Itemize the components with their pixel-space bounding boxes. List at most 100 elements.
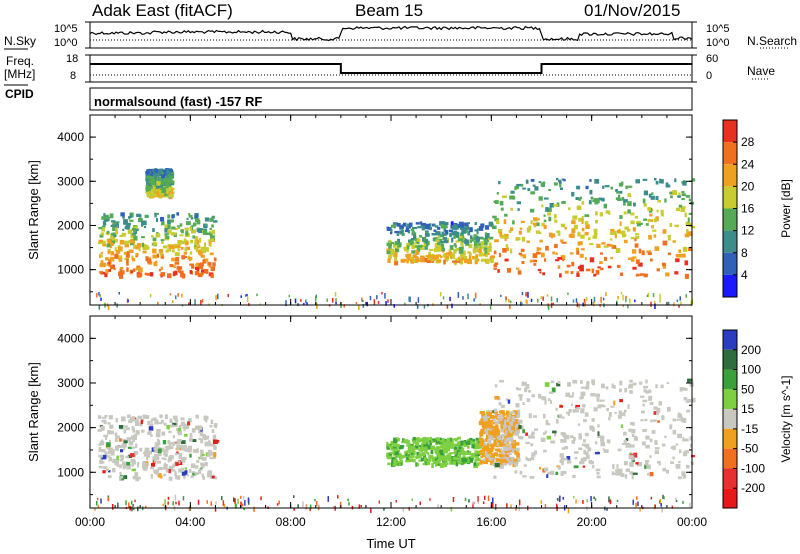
- echo-cell: [478, 248, 482, 253]
- echo-cell: [160, 239, 165, 242]
- echo-cell: [157, 453, 162, 457]
- echo-cell: [661, 262, 666, 267]
- echo-cell: [99, 460, 103, 464]
- echo-cell: [207, 453, 211, 457]
- echo-cell: [481, 431, 486, 434]
- echo-cell: [543, 449, 547, 453]
- ground-speckle: [578, 303, 580, 309]
- echo-cell: [421, 452, 426, 457]
- ground-speckle: [134, 499, 136, 503]
- echo-cell: [158, 190, 162, 194]
- echo-cell: [467, 259, 472, 265]
- echo-cell: [176, 265, 180, 270]
- echo-cell: [641, 441, 646, 446]
- echo-cell: [530, 456, 535, 461]
- echo-cell: [188, 213, 191, 216]
- ground-speckle: [609, 499, 612, 505]
- echo-cell: [101, 454, 107, 460]
- echo-cell: [516, 201, 521, 205]
- echo-cell: [180, 229, 184, 234]
- echo-cell: [100, 456, 103, 462]
- echo-cell: [126, 464, 131, 470]
- echo-cell: [115, 435, 121, 439]
- ground-speckle: [107, 497, 110, 501]
- echo-cell: [412, 231, 416, 235]
- echo-cell: [511, 459, 516, 462]
- echo-cell: [156, 460, 161, 464]
- echo-cell: [470, 441, 475, 445]
- echo-cell: [498, 462, 502, 466]
- echo-cell: [542, 432, 546, 436]
- echo-cell: [414, 257, 419, 262]
- echo-cell: [542, 468, 546, 473]
- echo-cell: [98, 465, 103, 469]
- echo-cell: [599, 212, 603, 217]
- echo-cell: [126, 461, 131, 466]
- echo-cell: [427, 254, 433, 260]
- ground-speckle: [505, 296, 507, 300]
- echo-cell: [386, 441, 389, 446]
- ground-speckle: [318, 504, 320, 509]
- echo-cell: [387, 258, 391, 263]
- echo-cell: [431, 233, 437, 236]
- echo-cell: [443, 222, 449, 226]
- echo-cell: [468, 255, 472, 260]
- echo-cell: [494, 384, 498, 388]
- echo-cell: [506, 413, 509, 418]
- echo-cell: [167, 229, 172, 234]
- echo-cell: [119, 464, 122, 469]
- echo-cell: [557, 257, 562, 260]
- echo-cell: [434, 447, 437, 451]
- echo-cell: [180, 440, 186, 444]
- echo-cell: [171, 257, 176, 262]
- echo-cell: [539, 231, 542, 234]
- echo-cell: [101, 439, 104, 444]
- ground-speckle: [314, 499, 316, 502]
- echo-cell: [415, 441, 420, 446]
- echo-cell: [683, 388, 688, 391]
- echo-cell: [481, 416, 486, 420]
- colorbar-label: Power [dB]: [779, 179, 793, 238]
- echo-cell: [597, 404, 601, 409]
- echo-cell: [150, 188, 155, 192]
- echo-cell: [158, 249, 164, 253]
- echo-cell: [625, 185, 628, 190]
- echo-cell: [177, 225, 180, 228]
- echo-cell: [530, 179, 535, 182]
- echo-cell: [444, 230, 449, 235]
- x-tick-label: 08:00: [276, 515, 306, 529]
- echo-cell: [198, 264, 204, 270]
- echo-cell: [432, 457, 435, 462]
- echo-cell: [501, 195, 507, 198]
- echo-cell: [604, 256, 607, 261]
- echo-cell: [577, 242, 580, 246]
- echo-cell: [174, 471, 177, 476]
- echo-cell: [177, 460, 181, 464]
- echo-cell: [139, 447, 143, 452]
- echo-cell: [554, 431, 557, 437]
- echo-cell: [568, 409, 572, 413]
- echo-cell: [127, 229, 133, 234]
- echo-cell: [653, 406, 658, 410]
- echo-cell: [473, 248, 478, 252]
- echo-cell: [394, 260, 399, 266]
- echo-cell: [166, 188, 170, 193]
- echo-cell: [394, 257, 397, 262]
- ground-speckle: [620, 292, 623, 295]
- echo-cell: [387, 462, 391, 466]
- echo-cell: [470, 235, 473, 240]
- echo-cell: [102, 470, 106, 474]
- echo-cell: [138, 246, 141, 252]
- echo-cell: [556, 382, 561, 387]
- echo-cell: [205, 269, 208, 274]
- echo-cell: [114, 253, 119, 258]
- echo-cell: [481, 411, 485, 416]
- echo-cell: [619, 221, 622, 226]
- echo-cell: [518, 394, 523, 397]
- ground-speckle: [584, 301, 586, 307]
- echo-cell: [402, 222, 407, 227]
- echo-cell: [204, 242, 206, 248]
- ground-speckle: [355, 301, 358, 304]
- echo-cell: [449, 251, 453, 257]
- echo-cell: [471, 444, 475, 449]
